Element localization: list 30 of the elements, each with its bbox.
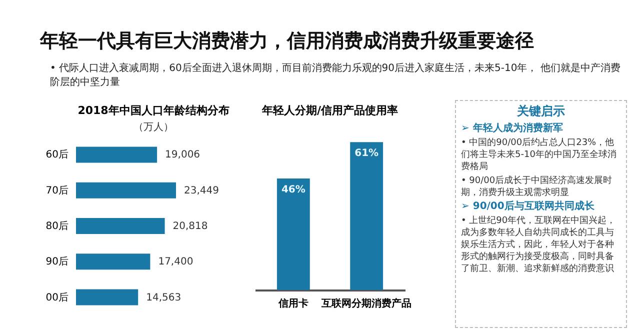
y-tick-label: 70后 [46,184,68,196]
data-label: 23,449 [184,185,219,196]
chart-title: 年轻人分期/信用产品使用率 [260,104,398,117]
bar [76,254,150,270]
text: • 上世纪90年代，互联网在中国兴起，成为多数年轻人自幼共同成长的工具与娱乐生活方式，因此，年轻人对于各种形式的触网行为接受度极高，同时具备了前卫、新潮、追求新鲜感的消费意识 [461,215,617,275]
data-label: 19,006 [165,150,200,161]
y-tick-label: 60后 [46,148,68,161]
data-label: 20,818 [172,221,208,232]
bar [76,289,138,306]
bar [76,146,158,163]
y-tick-label: 00后 [46,291,68,304]
text: • 90/00后成长于中国经济高速发展时期，消费升级主观需求明显 [461,175,614,199]
bar [76,182,176,198]
text: • 代际人口进入衰减周期，60后全面进入退休周期，而目前消费能力乐观的90后进入家庭生活，未来5-10年， 他们就是中产消费阶层的中坚力量 [50,62,622,90]
x-tick-label: 信用卡 [277,298,308,310]
text: ➢ 年轻人成为消费新军 [461,123,564,135]
chart-subtitle: （万人） [134,122,174,133]
text: 关键启示 [516,103,566,120]
data-label: 61% [354,148,379,160]
data-label: 46% [281,184,306,196]
text: • 中国的90/00后约占总人口23%，他们将主导未来5-10年的中国乃至全球消费格局 [461,137,618,173]
bar [76,218,165,234]
y-tick-label: 90后 [46,256,68,268]
data-label: 17,400 [158,256,194,268]
x-tick-label: 互联网分期消费产品 [320,298,412,310]
chart-title: 2018年中国人口年龄结构分布 [78,104,230,117]
text: 年轻一代具有巨大消费潜力，信用消费成消费升级重要途径 [40,29,535,54]
text: ➢ 90/00后与互联网共同成长 [461,201,596,213]
data-label: 14,563 [146,292,182,304]
y-tick-label: 80后 [46,220,68,232]
